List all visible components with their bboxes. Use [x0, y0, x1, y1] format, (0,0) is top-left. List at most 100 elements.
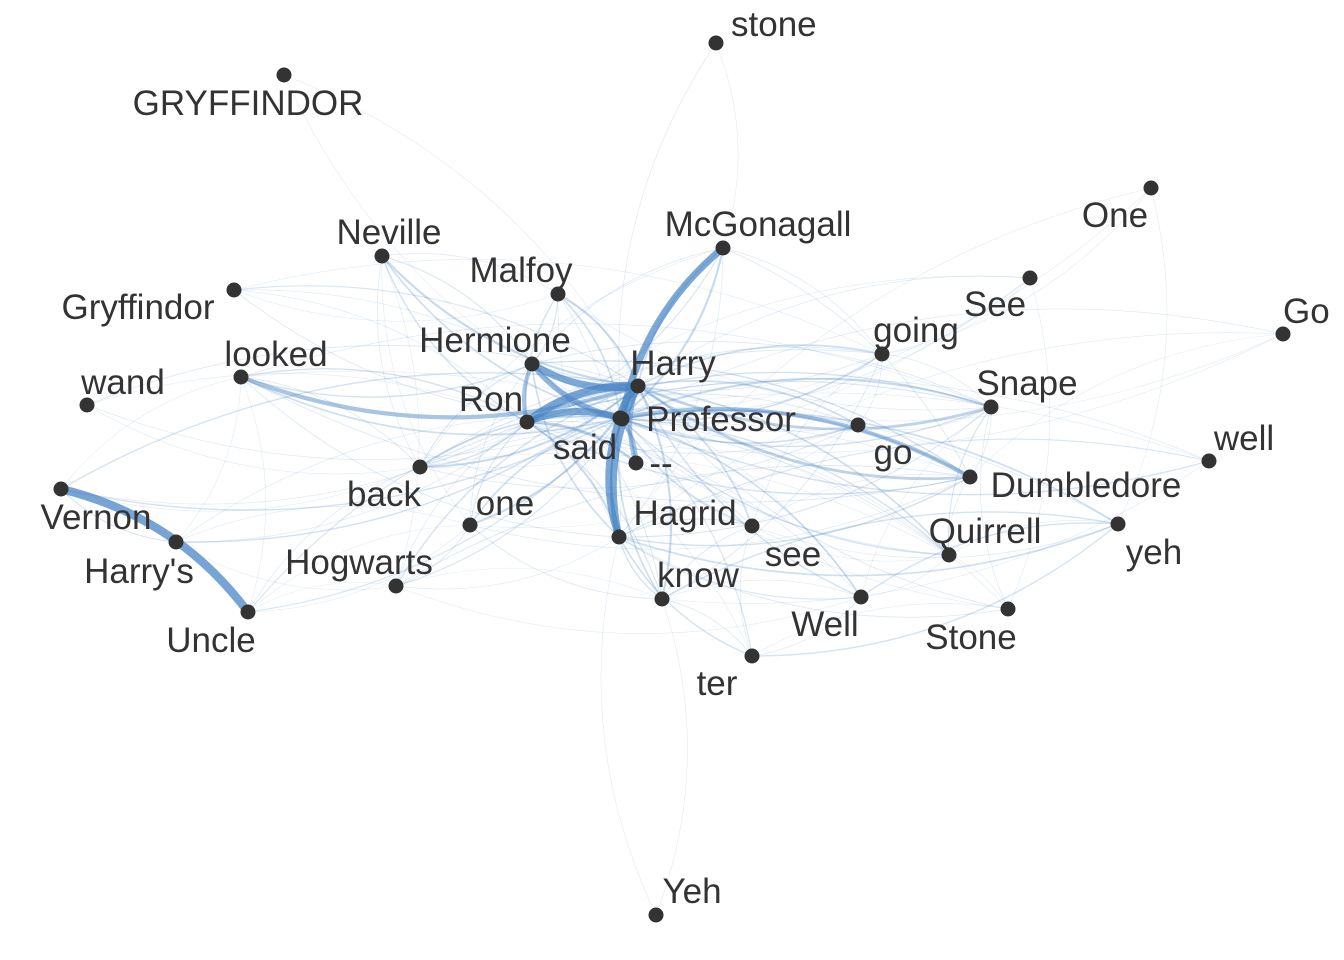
node-dot	[941, 547, 957, 563]
edge-malfoy-ron	[525, 293, 559, 423]
edge-stone-harry	[637, 385, 1009, 610]
edge-looked-harry	[238, 374, 641, 420]
node-gryffindor: Gryffindor	[61, 282, 242, 327]
nodes-layer: stone GRYFFINDOR One McGonagall Neville See Ma…	[41, 5, 1330, 923]
edge-hagrid-ron	[525, 420, 621, 539]
node-dot	[708, 35, 724, 51]
edge-looked-quirrell	[240, 370, 950, 556]
edge-harry-s-said	[175, 415, 621, 543]
node-dot	[983, 399, 999, 415]
edge-dumbledore-back	[419, 422, 971, 478]
edge-stone-professor	[618, 42, 717, 420]
edge-vernon-looked	[60, 376, 242, 490]
edge-said-hermione	[529, 361, 623, 421]
edge-quirrell-back	[419, 452, 950, 556]
edge-dumbledore-quirrell	[948, 476, 971, 556]
edge-know-said	[617, 417, 663, 600]
edge-said-snape	[618, 377, 993, 420]
edge-one-said	[469, 417, 621, 526]
node-label: back	[347, 475, 421, 514]
edge-mcgonagall-hagrid	[618, 247, 724, 538]
edge-go-hagrid	[618, 332, 1284, 538]
node-dot	[462, 517, 478, 533]
edge-back-hermione	[419, 363, 533, 468]
node-hogwarts: Hogwarts	[285, 543, 433, 594]
edge-back-going	[419, 349, 883, 468]
edge-harry-dumbledore	[636, 384, 972, 481]
node-ter: ter	[697, 648, 760, 703]
edge-back-said	[419, 415, 621, 468]
node-mcgonagall: McGonagall	[665, 205, 851, 256]
node-label: Stone	[925, 618, 1016, 657]
node-label: Gryffindor	[61, 288, 214, 327]
node-stone: Stone	[925, 601, 1017, 657]
edge-going-said	[619, 353, 883, 422]
edge-stone-snape	[979, 406, 1009, 610]
edge-gryffindor-harry	[233, 285, 639, 387]
edge-snape-hermione	[531, 340, 992, 408]
node-label: stone	[731, 5, 817, 44]
edge-stone-mcgonagall	[715, 42, 739, 249]
edge-well-harry	[637, 385, 862, 598]
edge-see-quirrell	[751, 525, 950, 562]
edge-ter-well	[751, 596, 862, 657]
node-dot	[648, 907, 664, 923]
node-dash: --	[628, 444, 673, 483]
edge-wand-said	[86, 404, 621, 461]
edge-harry-neville	[380, 254, 640, 388]
edge-hermione-know	[531, 363, 663, 600]
node-label: Dumbledore	[991, 466, 1182, 505]
node-well: Well	[791, 589, 869, 644]
edge-uncle-vernon	[56, 484, 253, 617]
node-dot	[1022, 270, 1038, 286]
edge-well-snape	[860, 406, 992, 598]
node-dot	[654, 591, 670, 607]
edge-stone-said	[619, 417, 1009, 610]
node-label: see	[765, 535, 821, 574]
edge-wand-harry	[86, 345, 639, 406]
node-one: one	[462, 484, 534, 533]
edge-go-said	[619, 308, 1284, 419]
edge-hogwarts-harry	[395, 385, 639, 587]
edge-hagrid-see	[618, 518, 753, 538]
node-one: One	[1082, 180, 1159, 235]
edge-hogwarts-ron	[395, 421, 528, 587]
edge-back-ron	[419, 421, 528, 468]
edge-uncle-back	[247, 466, 421, 613]
node-dot	[412, 459, 428, 475]
node-label: know	[657, 556, 739, 595]
edge-well-back	[419, 392, 1210, 468]
edge-know-going	[661, 353, 883, 600]
edge-mcgonagall-dumbledore	[722, 247, 971, 478]
edge-harry-mcgonagall	[637, 247, 724, 387]
edge-yeh-hagrid	[600, 536, 657, 916]
edge-dumbledore-one	[469, 476, 971, 550]
edge-see-ron	[526, 421, 753, 527]
edge-malfoy-snape	[557, 293, 992, 411]
node-see: see	[744, 518, 821, 574]
edge-stone-see	[1007, 277, 1051, 610]
node-label: well	[1213, 419, 1274, 458]
node-see: See	[964, 270, 1038, 324]
edge-know-well	[661, 579, 862, 600]
edge-see-harry	[637, 275, 1031, 387]
edge-one-going	[881, 187, 1152, 355]
edge-wand-back	[86, 404, 421, 475]
edge-malfoy-hagrid	[557, 293, 622, 538]
edge-one-harry-s	[175, 506, 471, 543]
edge-one-yeh	[1117, 187, 1168, 525]
edge-gryffindor-said	[233, 289, 621, 419]
edge-said-malfoy	[557, 293, 621, 419]
edge-mcgonagall-back	[419, 247, 724, 468]
edge-back-looked	[240, 376, 421, 468]
node-quirrell: Quirrell	[929, 512, 1041, 563]
edge-know-see	[661, 525, 753, 600]
edge-ter-stone	[751, 603, 1009, 657]
edge-gryffindor-said	[283, 74, 621, 419]
edge-hagrid-hermione	[531, 363, 620, 538]
edge-go-ron	[526, 333, 1284, 454]
node-label: See	[964, 285, 1026, 324]
node-know: know	[654, 556, 740, 607]
node-label: Vernon	[41, 498, 152, 537]
